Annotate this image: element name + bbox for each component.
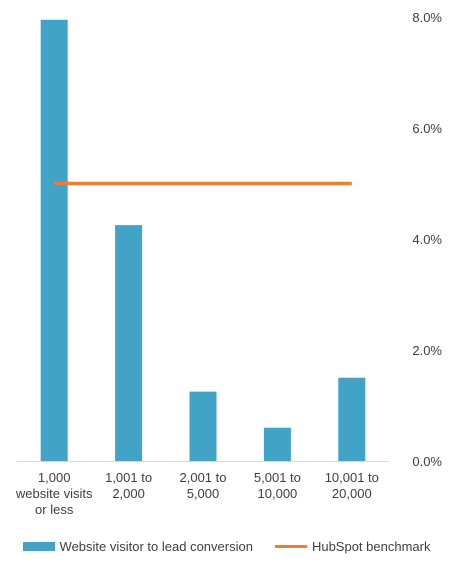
y-tick-label: 8.0% [412, 10, 442, 25]
y-tick-label: 4.0% [412, 232, 442, 247]
x-tick-label-line: 10,000 [258, 486, 298, 501]
chart: 0.0% 2.0% 4.0% 6.0% 8.0% 1,000 website visits o… [15, 10, 443, 517]
bar [115, 225, 143, 461]
legend-swatch-conversion [22, 541, 55, 551]
x-tick-label: 2,001 to 5,000 [180, 470, 227, 501]
bar [338, 377, 366, 461]
x-tick-label-line: 10,001 to [325, 470, 379, 485]
x-tick-label: 10,001 to 20,000 [325, 470, 379, 501]
x-tick-label: 1,000 website visits or less [15, 470, 93, 517]
x-tick-label-line: website visits [15, 486, 93, 501]
legend-label-benchmark: HubSpot benchmark [311, 538, 431, 554]
legend-item-benchmark: HubSpot benchmark [274, 538, 431, 554]
x-tick-label-line: 1,000 [38, 470, 71, 485]
y-tick-label: 0.0% [412, 454, 442, 469]
x-tick-label-line: 20,000 [332, 486, 372, 501]
legend-swatch-benchmark [274, 544, 307, 548]
x-tick-label-line: or less [35, 502, 74, 517]
x-tick-label-line: 2,001 to [180, 470, 227, 485]
x-tick-label-line: 1,001 to [105, 470, 152, 485]
bar [40, 19, 68, 462]
x-tick-label-line: 2,000 [112, 486, 145, 501]
x-tick-label-line: 5,001 to [254, 470, 301, 485]
y-tick-label: 2.0% [412, 343, 442, 358]
x-tick-label: 5,001 to 10,000 [254, 470, 301, 501]
y-tick-label: 6.0% [412, 121, 442, 136]
x-tick-label: 1,001 to 2,000 [105, 470, 152, 501]
bar [189, 391, 217, 461]
bar [263, 427, 291, 461]
x-tick-label-line: 5,000 [187, 486, 220, 501]
legend-item-conversion: Website visitor to lead conversion [22, 538, 253, 554]
legend: Website visitor to lead conversion HubSp… [0, 537, 453, 555]
legend-label-conversion: Website visitor to lead conversion [59, 538, 253, 554]
